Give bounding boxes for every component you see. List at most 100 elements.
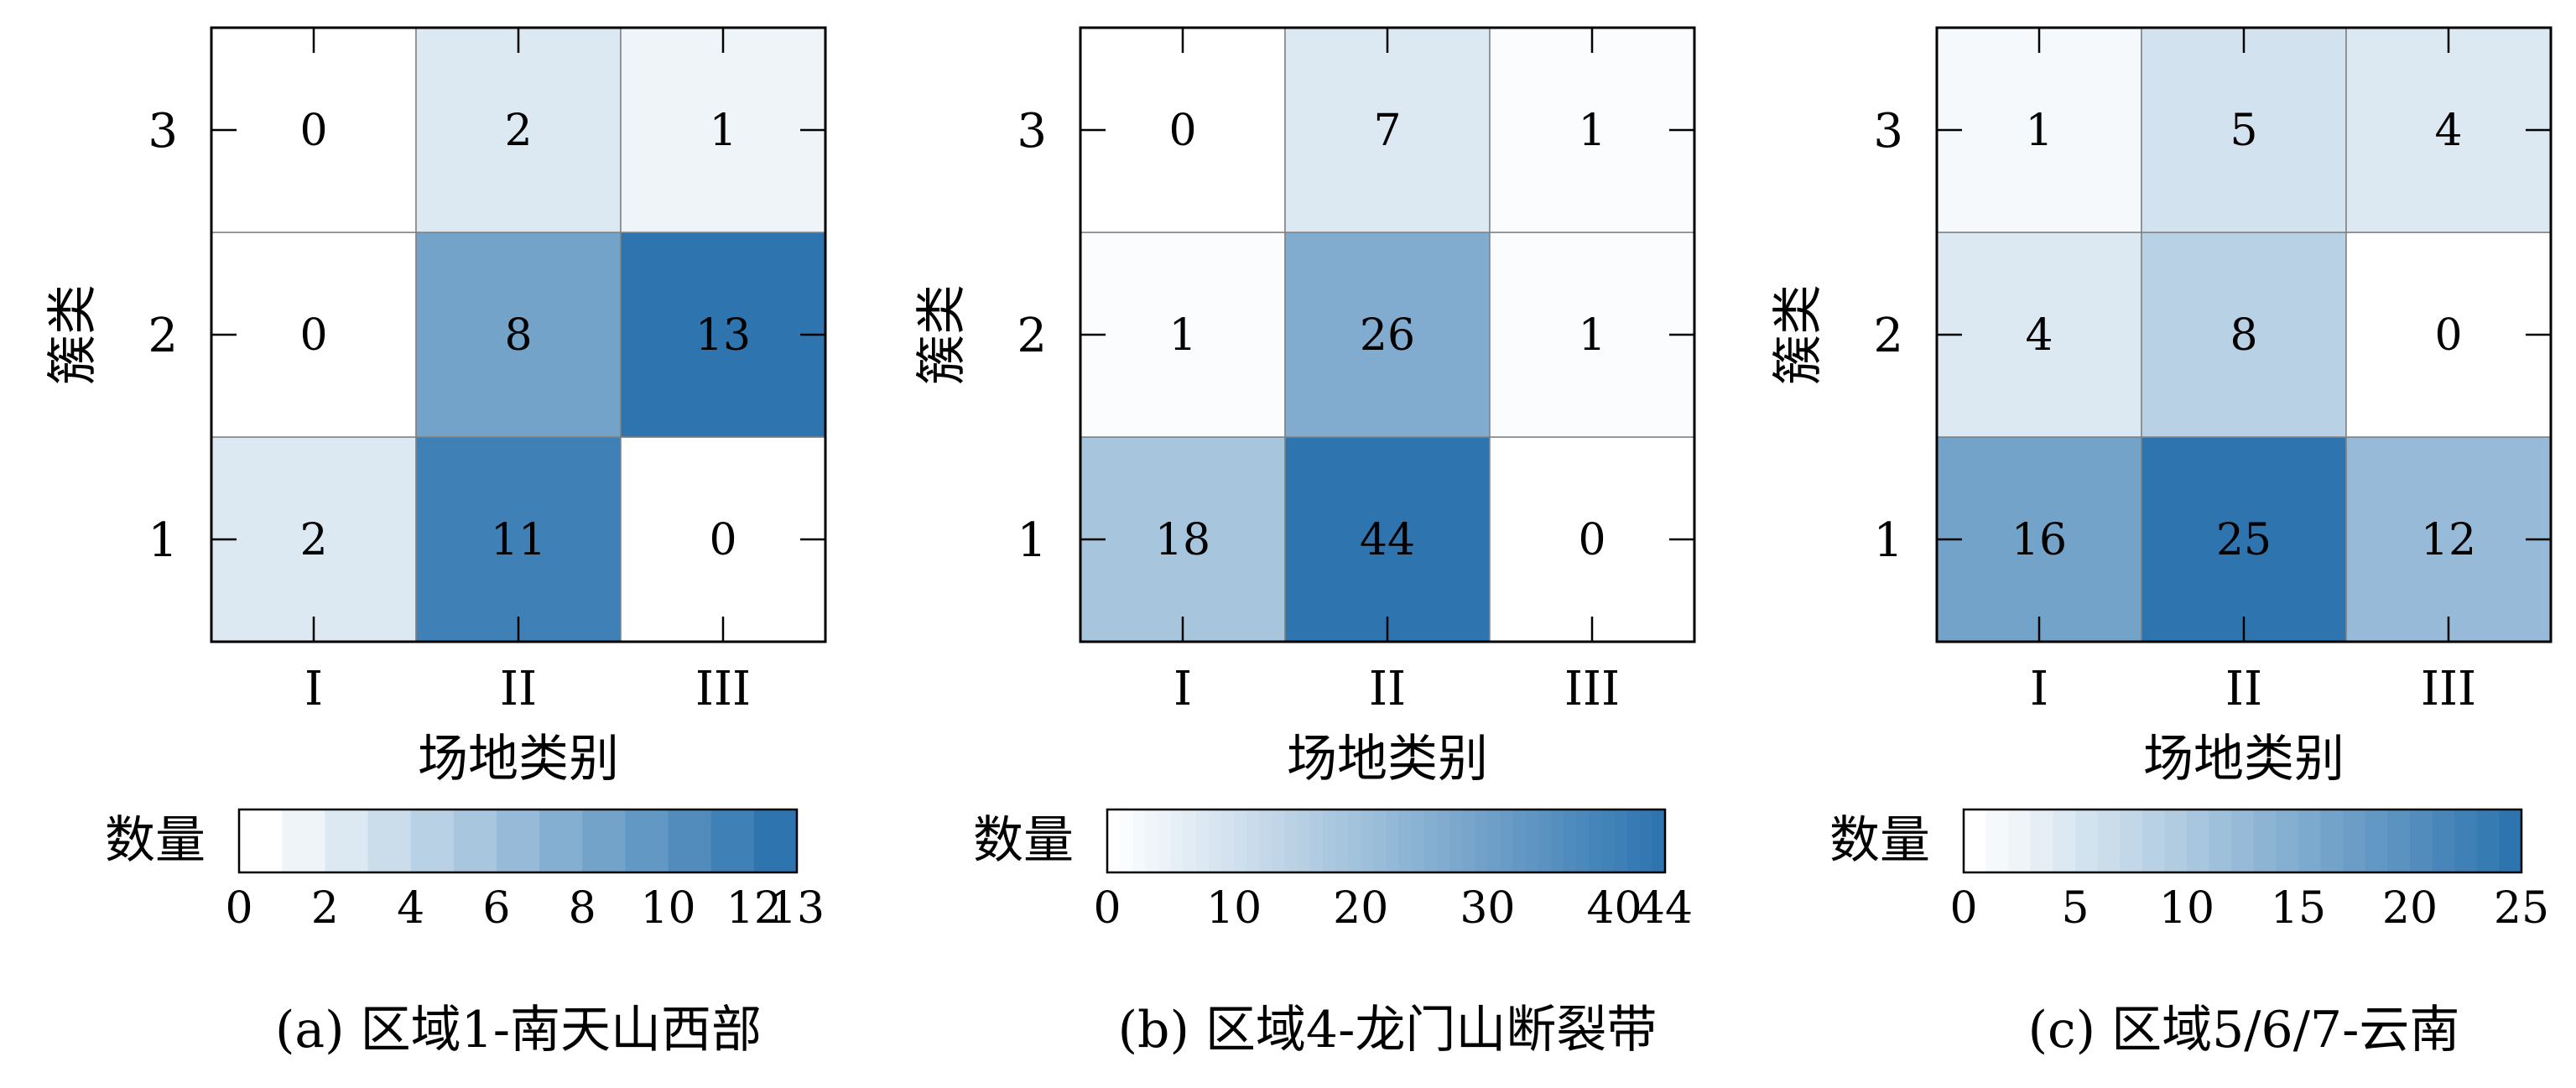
colorbar-segment [2141, 809, 2165, 872]
colorbar-segment [2298, 809, 2322, 872]
colorbar-segment [1309, 809, 1324, 872]
colorbar-tick-label: 10 [2159, 883, 2214, 934]
x-tick-label: III [1564, 662, 1620, 716]
heatmap-cell [1936, 232, 2142, 438]
panel-caption: (b) 区域4-龙门山断裂带 [1118, 1001, 1657, 1059]
x-tick-label: I [304, 662, 323, 716]
cell-value-label: 26 [1360, 310, 1415, 361]
y-tick-label: 3 [1017, 104, 1047, 159]
colorbar-segment [2476, 809, 2500, 872]
cell-value-label: 18 [1155, 515, 1210, 565]
colorbar-segment [1449, 809, 1463, 872]
colorbar-segment [1964, 809, 1987, 872]
cell-value-label: 4 [2434, 106, 2462, 156]
cell-value-label: 0 [299, 106, 327, 156]
heatmap-cell [415, 232, 622, 438]
colorbar-segment [1652, 809, 1666, 872]
colorbar-tick-label: 12 [726, 883, 782, 934]
colorbar-segment [1601, 809, 1616, 872]
cell-value-label: 0 [299, 310, 327, 361]
colorbar-segment [2343, 809, 2366, 872]
cell-value-label: 11 [491, 515, 546, 565]
heatmap-cell [1284, 27, 1491, 233]
colorbar-segment [582, 809, 626, 872]
y-tick-label: 1 [148, 513, 178, 568]
colorbar-segment [1208, 809, 1222, 872]
y-axis-label: 簇类 [44, 284, 102, 385]
cell-value-label: 4 [2025, 310, 2053, 361]
colorbar-segment [668, 809, 712, 872]
cell-value-label: 0 [709, 515, 736, 565]
panel-caption: (a) 区域1-南天山西部 [275, 1001, 762, 1059]
colorbar-tick-label: 4 [397, 883, 424, 934]
colorbar-segment [1120, 809, 1133, 872]
colorbar-segment [2253, 809, 2277, 872]
colorbar-frame [237, 808, 799, 874]
heatmap-cell [1080, 232, 1286, 438]
cell-value-label: 8 [2230, 310, 2257, 361]
colorbar-tick-label: 2 [311, 883, 339, 934]
colorbar-segment [1564, 809, 1577, 872]
heatmap-cell [1080, 27, 1286, 233]
colorbar-segment [453, 809, 497, 872]
cell-value-label: 0 [1168, 106, 1196, 156]
colorbar-segment [2097, 809, 2121, 872]
heatmap-cell [620, 232, 826, 438]
heatmap-cell [1284, 232, 1491, 438]
cell-value-label: 16 [2011, 515, 2067, 565]
y-axis-label: 簇类 [1769, 284, 1828, 385]
cell-value-label: 5 [2230, 106, 2257, 156]
colorbar-segment [1525, 809, 1539, 872]
colorbar-segment [1512, 809, 1527, 872]
heatmap-cell [1936, 436, 2142, 643]
colorbar-frame [1106, 808, 1667, 874]
colorbar-segment [2432, 809, 2455, 872]
colorbar-segment [1398, 809, 1413, 872]
colorbar-segment [539, 809, 583, 872]
x-tick-label: III [695, 662, 751, 716]
colorbar-segment [1170, 809, 1184, 872]
x-tick-label: III [2421, 662, 2476, 716]
y-axis-label: 簇类 [913, 284, 971, 385]
cell-value-label: 13 [695, 310, 751, 361]
heatmap-cell [2141, 27, 2347, 233]
colorbar-segment [1373, 809, 1387, 872]
colorbar-frame [1962, 808, 2523, 874]
y-tick-label: 2 [1873, 309, 1903, 363]
colorbar-segment [2075, 809, 2099, 872]
colorbar-segment [2030, 809, 2053, 872]
colorbar-segment [1221, 809, 1235, 872]
colorbar-segment [1626, 809, 1641, 872]
y-tick-label: 1 [1017, 513, 1047, 568]
cell-value-label: 0 [1578, 515, 1605, 565]
colorbar-segment [1335, 809, 1349, 872]
colorbar-segment [1132, 809, 1146, 872]
heatmap-cell [1284, 436, 1491, 643]
colorbar-label: 数量 [1829, 811, 1930, 870]
x-tick-label: I [2030, 662, 2048, 716]
cell-value-label: 12 [2421, 515, 2476, 565]
colorbar-tick-label: 44 [1637, 883, 1693, 934]
colorbar-segment [1487, 809, 1501, 872]
cell-value-label: 44 [1360, 515, 1415, 565]
colorbar-segment [1259, 809, 1273, 872]
colorbar-segment [625, 809, 669, 872]
colorbar-segment [239, 809, 283, 872]
x-axis-label: 场地类别 [1287, 730, 1488, 789]
cell-value-label: 7 [1373, 106, 1401, 156]
heatmap-cell [415, 436, 622, 643]
colorbar-segment [1183, 809, 1197, 872]
colorbar-tick-label: 13 [769, 883, 825, 934]
colorbar-segment [282, 809, 325, 872]
heatmap-cell [415, 27, 622, 233]
colorbar-segment [2120, 809, 2143, 872]
colorbar-segment [1614, 809, 1628, 872]
heatmap-cell [1489, 232, 1695, 438]
colorbar-segment [1386, 809, 1400, 872]
colorbar-segment [1195, 809, 1210, 872]
colorbar-tick-label: 0 [225, 883, 252, 934]
colorbar-segment [1550, 809, 1564, 872]
colorbar-segment [1284, 809, 1298, 872]
